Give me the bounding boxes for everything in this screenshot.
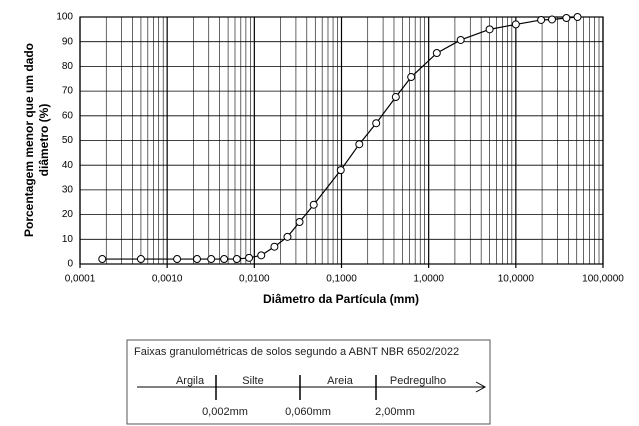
data-point bbox=[220, 255, 229, 264]
x-tick-label: 0,0010 bbox=[152, 274, 183, 285]
data-point bbox=[136, 255, 145, 264]
limit-label: 0,002mm bbox=[202, 406, 248, 418]
data-point bbox=[309, 200, 318, 209]
data-point bbox=[407, 73, 416, 82]
data-point bbox=[257, 251, 266, 260]
data-point bbox=[355, 140, 364, 149]
data-point bbox=[432, 49, 441, 58]
class-label: Argila bbox=[176, 375, 205, 387]
y-tick-label: 40 bbox=[62, 160, 74, 171]
y-tick-label: 10 bbox=[62, 234, 74, 245]
x-tick-label: 10,0000 bbox=[498, 274, 535, 285]
arrow-head bbox=[475, 381, 487, 393]
data-point bbox=[98, 255, 107, 264]
data-point bbox=[537, 15, 546, 24]
y-tick-label: 70 bbox=[62, 86, 74, 97]
data-point bbox=[207, 255, 216, 264]
x-axis-label: Diâmetro da Partícula (mm) bbox=[263, 292, 419, 306]
data-point bbox=[270, 242, 279, 251]
data-point bbox=[511, 20, 520, 29]
class-label: Pedregulho bbox=[390, 375, 446, 387]
data-point bbox=[548, 15, 557, 24]
y-axis-label: diâmetro (%) bbox=[37, 104, 51, 177]
data-point bbox=[283, 232, 292, 241]
data-point bbox=[485, 25, 494, 34]
data-point bbox=[245, 253, 254, 262]
y-tick-label: 0 bbox=[67, 259, 73, 270]
data-point bbox=[336, 166, 345, 175]
x-tick-label: 0,0100 bbox=[239, 274, 270, 285]
data-point bbox=[193, 255, 202, 264]
class-label: Areia bbox=[327, 375, 354, 387]
data-point bbox=[173, 255, 182, 264]
data-point bbox=[573, 13, 582, 21]
y-tick-label: 90 bbox=[62, 36, 74, 47]
y-tick-label: 20 bbox=[62, 209, 74, 220]
x-tick-label: 1,0000 bbox=[413, 274, 444, 285]
data-point bbox=[562, 13, 571, 22]
box-title: Faixas granulométricas de solos segundo … bbox=[134, 346, 459, 358]
box-frame bbox=[126, 339, 491, 425]
limit-label: 0,060mm bbox=[285, 406, 331, 418]
x-tick-label: 100,0000 bbox=[582, 274, 624, 285]
data-point bbox=[295, 218, 304, 227]
y-axis-label: Porcentagem menor que um dado bbox=[22, 43, 36, 237]
plot-frame bbox=[79, 16, 604, 265]
data-point bbox=[456, 35, 465, 44]
data-point bbox=[232, 255, 241, 264]
y-tick-label: 60 bbox=[62, 110, 74, 121]
data-line bbox=[102, 16, 578, 260]
x-tick-label: 0,1000 bbox=[326, 274, 357, 285]
data-point bbox=[372, 119, 381, 128]
limit-label: 2,00mm bbox=[375, 406, 415, 418]
y-tick-label: 50 bbox=[62, 135, 74, 146]
y-tick-label: 30 bbox=[62, 185, 74, 196]
data-point bbox=[391, 93, 400, 102]
classification-box: Faixas granulométricas de solos segundo … bbox=[126, 339, 491, 425]
y-tick-label: 80 bbox=[62, 61, 74, 72]
x-tick-label: 0,0001 bbox=[65, 274, 96, 285]
y-tick-label: 100 bbox=[56, 12, 73, 23]
class-label: Silte bbox=[242, 375, 263, 387]
